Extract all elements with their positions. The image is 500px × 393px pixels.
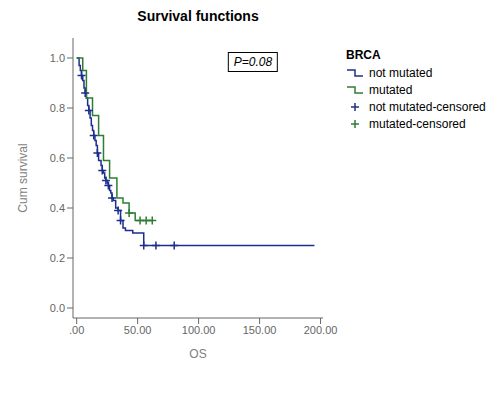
html-text:mutated-censored: mutated-censored bbox=[369, 117, 466, 131]
svg-text:0.6: 0.6 bbox=[50, 152, 65, 164]
svg-text:OS: OS bbox=[189, 347, 206, 361]
svg-text:150.00: 150.00 bbox=[243, 324, 277, 336]
svg-text:1.0: 1.0 bbox=[50, 52, 65, 64]
svg-text:Cum survival: Cum survival bbox=[16, 143, 30, 212]
svg-text:.00: .00 bbox=[69, 324, 84, 336]
html-text:P=0.08: P=0.08 bbox=[233, 55, 273, 69]
svg-text:200.00: 200.00 bbox=[304, 324, 338, 336]
html-text:Survival functions: Survival functions bbox=[137, 8, 259, 24]
html-text:mutated: mutated bbox=[369, 83, 413, 97]
html-text:not mutated: not mutated bbox=[369, 66, 433, 80]
html-text:not mutated-censored: not mutated-censored bbox=[369, 100, 486, 114]
svg-text:0.0: 0.0 bbox=[50, 302, 65, 314]
svg-text:100.00: 100.00 bbox=[182, 324, 216, 336]
svg-text:50.00: 50.00 bbox=[124, 324, 152, 336]
svg-text:0.4: 0.4 bbox=[50, 202, 65, 214]
svg-text:0.2: 0.2 bbox=[50, 252, 65, 264]
html-text:BRCA: BRCA bbox=[346, 48, 381, 62]
svg-text:0.8: 0.8 bbox=[50, 102, 65, 114]
